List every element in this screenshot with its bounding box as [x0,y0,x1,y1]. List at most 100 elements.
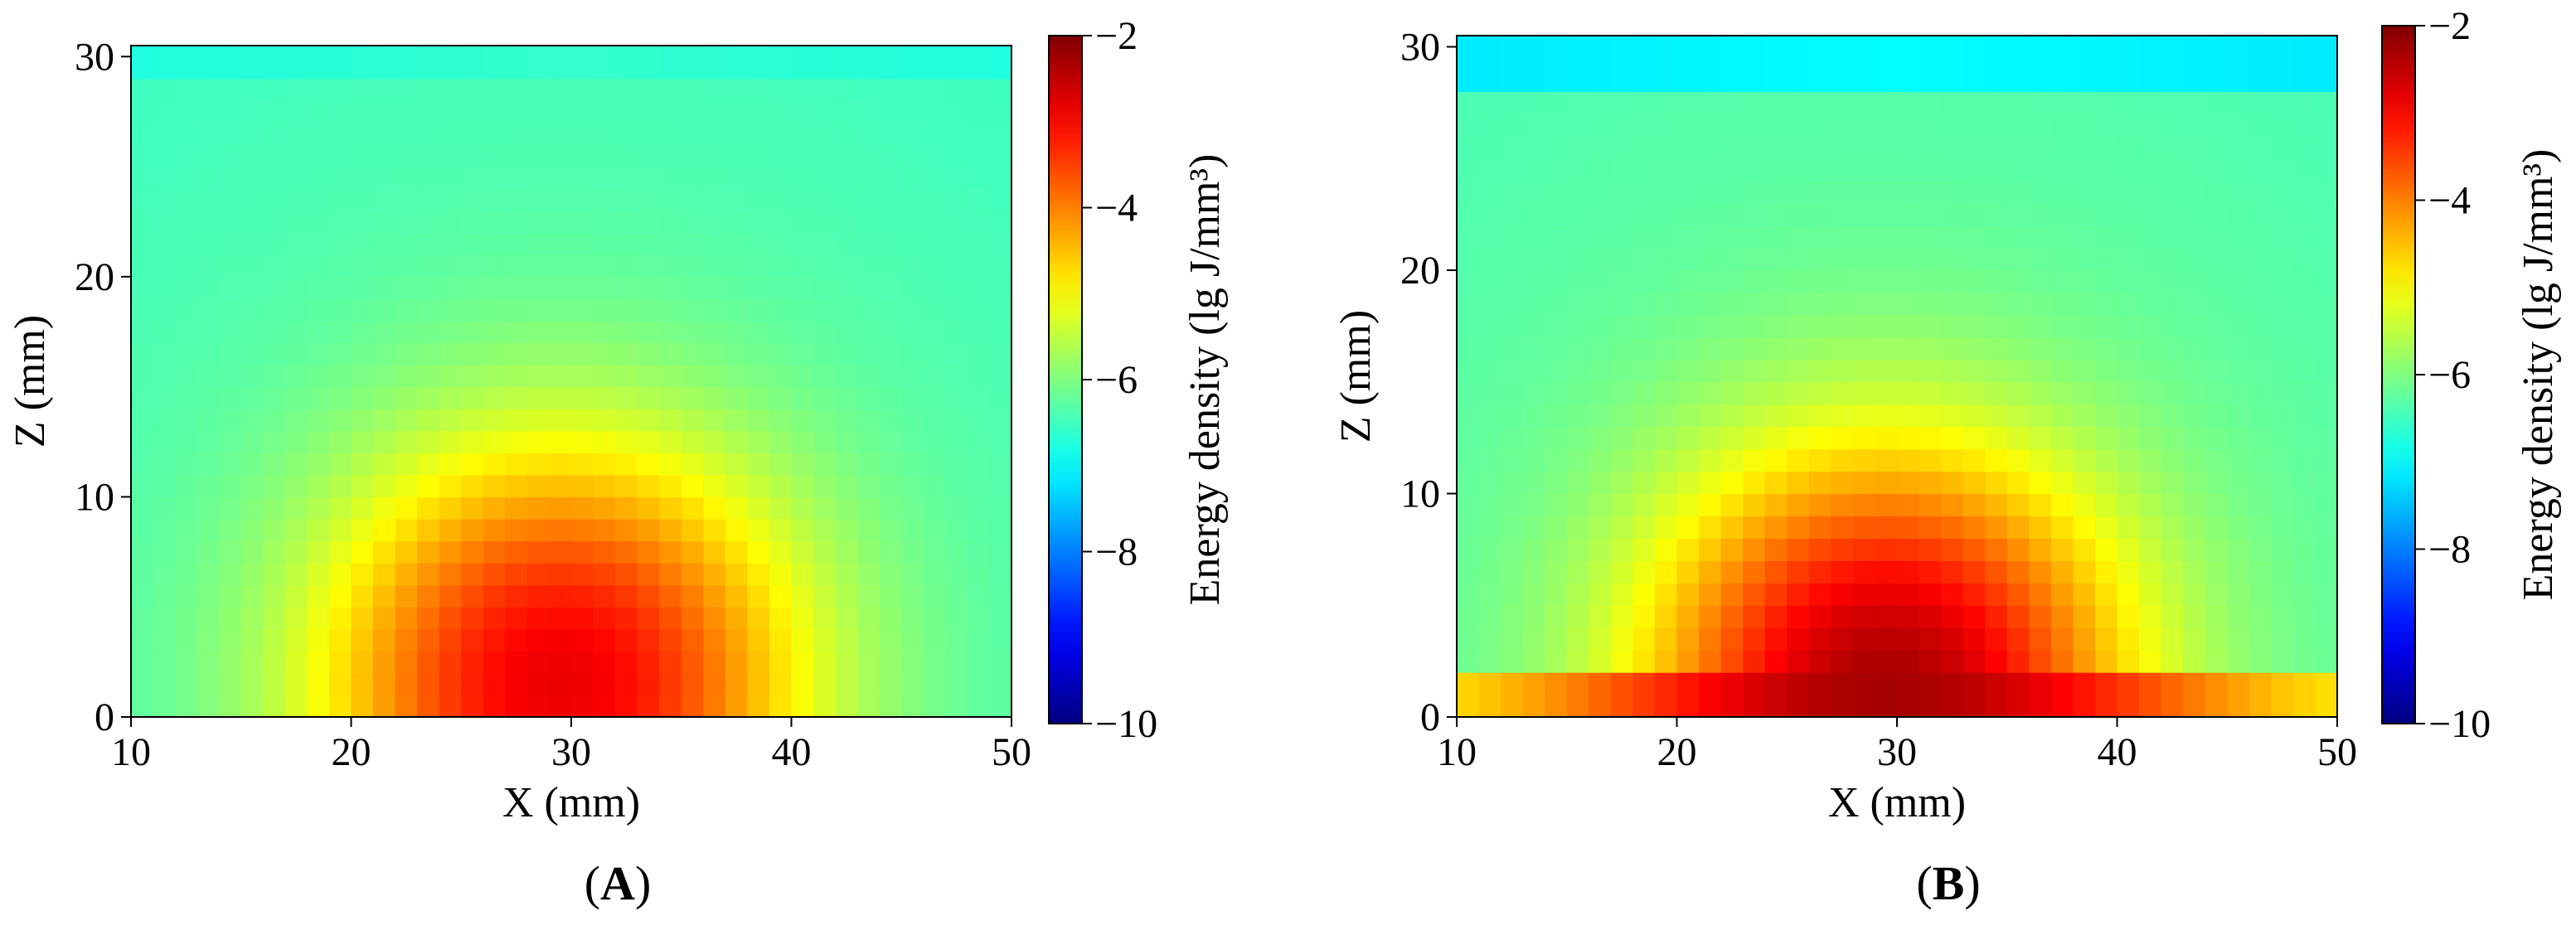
heatmap-cell [681,122,704,146]
heatmap-cell [1457,158,1480,182]
heatmap-cell [526,144,551,167]
heatmap-cell [1919,538,1942,561]
heatmap-cell [813,211,837,234]
heatmap-cell [526,365,551,388]
heatmap-cell [1566,337,1589,361]
heatmap-cell [1764,69,1788,92]
heatmap-cell [2050,69,2074,92]
y-tick-label: 20 [75,255,114,299]
heatmap-cell [2050,493,2074,517]
heatmap-cell [945,46,968,57]
heatmap-cell [813,78,837,101]
heatmap-cell [2050,36,2074,48]
heatmap-cell [131,695,154,718]
heatmap-cell [747,607,770,630]
heatmap-cell [835,298,858,322]
heatmap-cell [2249,381,2272,405]
heatmap-cell [1610,471,1633,495]
heatmap-cell [703,188,726,211]
heatmap-cell [1522,359,1545,383]
heatmap-cell [945,188,968,211]
heatmap-cell [1897,225,1920,249]
heatmap-cell [2161,158,2184,182]
heatmap-cell [307,78,330,101]
heatmap-cell [1743,181,1766,204]
heatmap-cell [395,276,418,300]
heatmap-cell [328,474,352,498]
heatmap-cell [2249,181,2272,204]
heatmap-cell [1919,650,1942,673]
heatmap-cell [2117,627,2140,651]
heatmap-cell [637,56,660,80]
heatmap-cell [1610,583,1633,606]
heatmap-cell [2271,627,2294,651]
heatmap-cell [2315,248,2338,271]
heatmap-cell [1764,538,1788,561]
heatmap-cell [1720,225,1744,249]
heatmap-cell [2094,91,2118,114]
heatmap-cell [351,100,374,124]
heatmap-cell [1897,69,1920,92]
heatmap-cell [923,167,946,190]
heatmap-cell [1478,359,1501,383]
heatmap-cell [1589,248,1612,271]
heatmap-cell [351,365,374,388]
heatmap-cell [1501,292,1524,316]
heatmap-cell [923,122,946,146]
heatmap-cell [1962,225,1986,249]
heatmap-cell [175,46,198,57]
heatmap-cell [2050,605,2074,628]
heatmap-cell [483,254,506,278]
heatmap-cell [1897,426,1920,450]
heatmap-cell [2271,136,2294,159]
heatmap-cell [351,254,374,278]
heatmap-cell [1632,493,1656,517]
heatmap-cell [879,518,902,542]
heatmap-cell [2073,114,2096,137]
heatmap-cell [373,56,396,80]
heatmap-cell [2029,448,2052,472]
heatmap-cell [681,342,704,366]
colorbar-gradient [1048,35,1083,724]
heatmap-cell [769,672,793,696]
heatmap-cell [835,540,858,564]
heatmap-cell [483,365,506,388]
heatmap-cell [1522,627,1545,651]
heatmap-cell [2006,560,2030,584]
heatmap-cell [1545,158,1568,182]
heatmap-cell [1545,36,1568,48]
heatmap-cell [263,298,286,322]
heatmap-cell [2271,91,2294,114]
heatmap-cell [2161,203,2184,226]
heatmap-cell [879,563,902,586]
heatmap-cell [989,607,1012,630]
heatmap-cell [2139,36,2162,48]
heatmap-cell [461,496,484,520]
heatmap-cell [1654,448,1678,472]
heatmap-cell [615,474,638,498]
heatmap-cell [681,672,704,696]
heatmap-cell [1831,471,1854,495]
heatmap-cell [681,628,704,651]
heatmap-cell [923,386,946,409]
heatmap-cell [175,518,198,542]
heatmap-cell [1743,225,1766,249]
heatmap-cell [879,386,902,409]
heatmap-cell [835,453,858,476]
heatmap-cell [615,276,638,300]
heatmap-cell [2292,627,2316,651]
heatmap-cell [1852,225,1876,249]
heatmap-cell [1764,627,1788,651]
heatmap-cell [1919,36,1942,48]
heatmap-cell [240,167,264,190]
heatmap-cell [1962,91,1986,114]
heatmap-cell [1654,471,1678,495]
heatmap-cell [2006,583,2030,606]
heatmap-cell [1831,404,1854,428]
heatmap-cell [2117,672,2140,695]
heatmap-cell [923,254,946,278]
heatmap-cell [923,651,946,674]
heatmap-cell [2292,292,2316,316]
heatmap-cell [2227,136,2250,159]
heatmap-cell [1632,516,1656,539]
